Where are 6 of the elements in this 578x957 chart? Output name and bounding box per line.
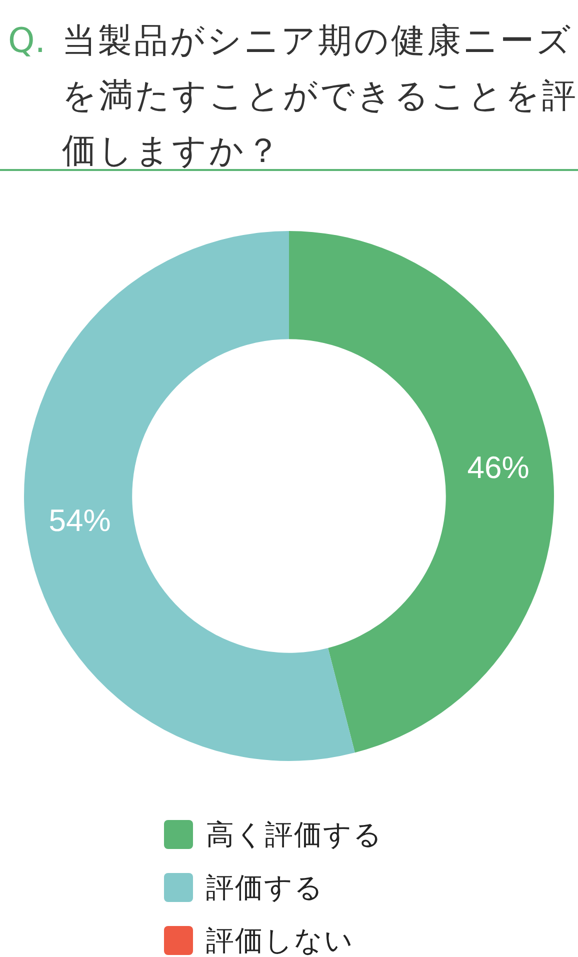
- data-label: 54%: [48, 502, 111, 538]
- data-label: 46%: [467, 450, 530, 486]
- legend-label: 評価する: [206, 870, 324, 906]
- legend-label: 評価しない: [206, 922, 354, 957]
- legend-label: 高く評価する: [206, 816, 383, 852]
- chart-title: Q. 当製品がシニア期の健康ニーズを満たすことができることを評価しますか？: [7, 20, 578, 173]
